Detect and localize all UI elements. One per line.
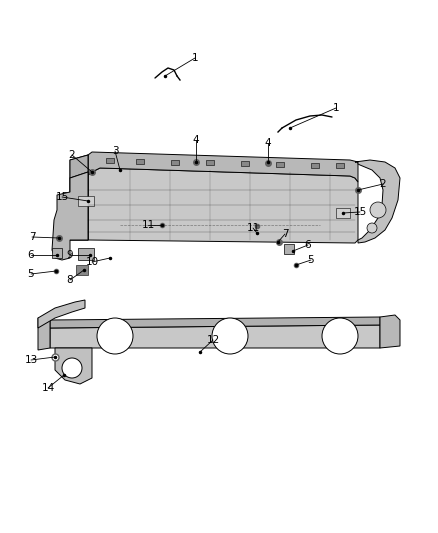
Text: 2: 2 <box>380 179 386 189</box>
Polygon shape <box>52 172 88 260</box>
Circle shape <box>212 318 248 354</box>
Polygon shape <box>88 168 358 243</box>
Text: 4: 4 <box>193 135 199 145</box>
FancyBboxPatch shape <box>78 196 94 206</box>
Polygon shape <box>88 152 358 182</box>
FancyBboxPatch shape <box>206 160 214 165</box>
Text: 12: 12 <box>206 335 219 345</box>
Text: 3: 3 <box>112 146 118 156</box>
Text: 4: 4 <box>265 138 271 148</box>
Text: 7: 7 <box>282 229 288 239</box>
Text: 10: 10 <box>85 257 99 267</box>
Text: 6: 6 <box>28 250 34 260</box>
Text: 2: 2 <box>69 150 75 160</box>
FancyBboxPatch shape <box>311 163 319 167</box>
Text: 11: 11 <box>141 220 155 230</box>
FancyBboxPatch shape <box>78 248 94 260</box>
Circle shape <box>97 318 133 354</box>
Polygon shape <box>50 317 380 328</box>
FancyBboxPatch shape <box>276 162 284 167</box>
Text: 9: 9 <box>67 250 73 260</box>
FancyBboxPatch shape <box>76 265 88 275</box>
Circle shape <box>367 223 377 233</box>
FancyBboxPatch shape <box>52 248 62 258</box>
Text: 13: 13 <box>25 355 38 365</box>
Polygon shape <box>355 160 400 243</box>
Text: 1: 1 <box>192 53 198 63</box>
Text: 15: 15 <box>353 207 367 217</box>
FancyBboxPatch shape <box>336 208 350 218</box>
FancyBboxPatch shape <box>336 163 344 168</box>
Polygon shape <box>70 155 88 178</box>
Circle shape <box>322 318 358 354</box>
FancyBboxPatch shape <box>284 244 294 254</box>
Text: 7: 7 <box>28 232 35 242</box>
Polygon shape <box>55 348 92 384</box>
Text: 5: 5 <box>307 255 314 265</box>
Text: 15: 15 <box>55 192 69 202</box>
FancyBboxPatch shape <box>106 158 114 164</box>
Text: 5: 5 <box>28 269 34 279</box>
Polygon shape <box>70 172 88 240</box>
Polygon shape <box>70 155 88 240</box>
Text: 14: 14 <box>41 383 55 393</box>
Text: 11: 11 <box>246 223 260 233</box>
FancyBboxPatch shape <box>171 160 179 165</box>
Circle shape <box>370 202 386 218</box>
Polygon shape <box>38 300 85 328</box>
Text: 8: 8 <box>67 275 73 285</box>
Text: 6: 6 <box>305 240 311 250</box>
Polygon shape <box>50 325 380 348</box>
Circle shape <box>62 358 82 378</box>
FancyBboxPatch shape <box>241 161 249 166</box>
Polygon shape <box>380 315 400 348</box>
Polygon shape <box>38 318 50 350</box>
FancyBboxPatch shape <box>136 159 144 164</box>
Text: 1: 1 <box>333 103 339 113</box>
